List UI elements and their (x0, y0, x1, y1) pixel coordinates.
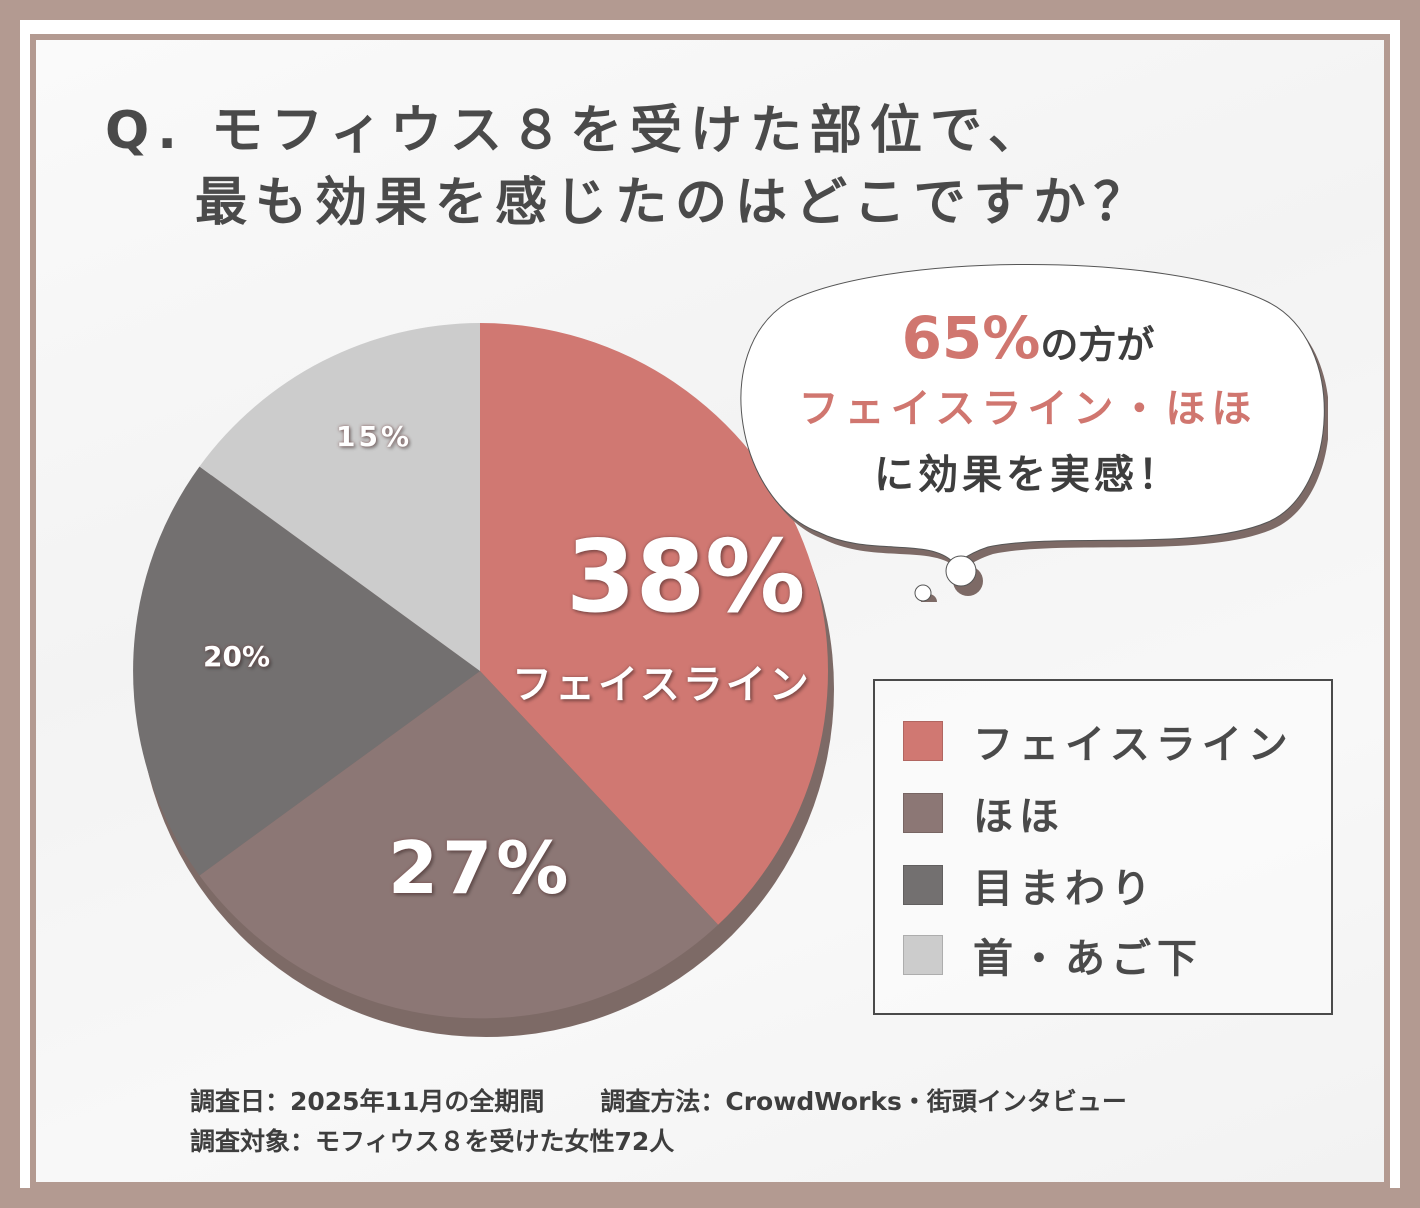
legend-item-eyes: 目まわり (903, 865, 1157, 912)
legend-label: 首・あご下 (973, 936, 1203, 982)
legend-item-neck: 首・あご下 (903, 935, 1203, 982)
question-title-line2: 最も効果を感じたのはどこですか？ (195, 173, 1154, 233)
slice-label-faceline-pct: 38% (566, 518, 806, 635)
legend-label: 目まわり (973, 866, 1157, 912)
chart-legend: フェイスライン ほほ 目まわり 首・あご下 (873, 679, 1333, 1015)
callout-line1-suffix: の方が (1040, 323, 1155, 367)
legend-label: フェイスライン (973, 722, 1294, 768)
legend-swatch-eyes (903, 865, 943, 905)
callout-line2: フェイスライン・ほほ (798, 386, 1258, 432)
pie-slice-cheek (199, 671, 719, 1019)
callout-bubble (728, 262, 1330, 610)
legend-item-faceline: フェイスライン (903, 721, 1294, 768)
survey-target: 調査対象：モフィウス８を受けた女性72人 (190, 1127, 675, 1156)
callout-percent: 65% (901, 304, 1041, 372)
slice-label-eyes-pct: 20% (203, 640, 271, 673)
slice-label-neck-pct: 15% (336, 420, 413, 453)
question-title-line1: Q. モフィウス８を受けた部位で、 (105, 101, 1048, 161)
pie-slice-eyes (133, 466, 480, 876)
legend-item-cheek: ほほ (903, 793, 1065, 840)
survey-method: 調査方法：CrowdWorks・街頭インタビュー (600, 1087, 1127, 1116)
slice-label-faceline-name: フェイスライン (512, 662, 812, 708)
legend-label: ほほ (973, 794, 1065, 840)
legend-swatch-neck (903, 935, 943, 975)
callout-line1: 65%の方が (728, 304, 1328, 372)
pie-slice-neck (199, 323, 480, 671)
legend-swatch-cheek (903, 793, 943, 833)
survey-info-line1: 調査日：2025年11月の全期間 調査方法：CrowdWorks・街頭インタビュー (190, 1082, 1127, 1118)
slice-label-cheek-pct: 27% (388, 826, 573, 910)
legend-swatch-faceline (903, 721, 943, 761)
pie-chart (130, 316, 840, 1046)
survey-date: 調査日：2025年11月の全期間 (190, 1087, 545, 1116)
pie-slice-faceline (480, 323, 829, 925)
callout-line3: に効果を実感！ (874, 452, 1182, 498)
